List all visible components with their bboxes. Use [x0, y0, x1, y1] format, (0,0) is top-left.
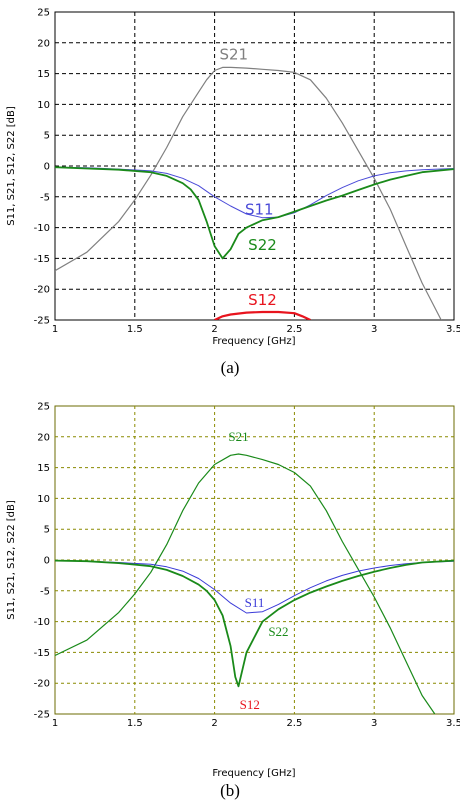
- series-s21-line-b: [55, 453, 436, 714]
- y-tick-label-a: -15: [34, 254, 50, 265]
- series-s22-label-b: S22: [268, 624, 288, 639]
- x-tick-label-b: 1.5: [127, 718, 143, 729]
- series-s12-line-a: [214, 310, 311, 320]
- y-tick-label-b: -15: [34, 648, 50, 659]
- chart-b: S11, S21, S12, S22 [dB] 1 1.5 2 2.5 3 3.5 25 20…: [6, 402, 460, 801]
- x-tick-label-b: 2.5: [286, 718, 302, 729]
- series-s21-label-a: S21: [219, 45, 248, 63]
- x-tick-label-a: 2.5: [286, 324, 302, 335]
- y-tick-label-b: 5: [44, 525, 50, 536]
- xlabel-a: Frequency [GHz]: [212, 336, 295, 347]
- x-tick-label-a: 1: [52, 324, 58, 335]
- y-tick-label-a: 20: [37, 38, 50, 49]
- series-s22-label-a: S22: [248, 236, 277, 254]
- series-s11-label-a: S11: [245, 201, 274, 219]
- ylabel-b: S11, S21, S12, S22 [dB]: [6, 500, 17, 620]
- x-tick-label-b: 3.5: [446, 718, 460, 729]
- x-tick-label-b: 3: [371, 718, 377, 729]
- y-tick-label-a: -10: [34, 223, 50, 234]
- y-tick-label-a: 10: [37, 100, 50, 111]
- y-tick-label-b: -10: [34, 617, 50, 628]
- series-s11-label-b: S11: [245, 595, 265, 610]
- series-s22-line-a: [55, 166, 454, 260]
- x-tick-label-a: 3: [371, 324, 377, 335]
- series-s22-line-b: [55, 559, 454, 688]
- x-tick-label-b: 1: [52, 718, 58, 729]
- caption-b: (b): [220, 781, 240, 800]
- x-tick-label-a: 3.5: [446, 324, 460, 335]
- plot-a: 1 1.5 2 2.5 3 3.5 25 20 15 10 5 0 -5 -10 -15 -20 -25 S21 S…: [34, 8, 460, 336]
- y-tick-label-b: 10: [37, 494, 50, 505]
- y-tick-label-b: -20: [34, 679, 50, 690]
- x-tick-label-a: 2: [211, 324, 217, 335]
- series-s11-line-b: [55, 560, 454, 614]
- caption-a: (a): [221, 358, 240, 377]
- xlabel-b: Frequency [GHz]: [212, 768, 295, 779]
- plot-b: 1 1.5 2 2.5 3 3.5 25 20 15 10 5 0 -5 -10 -15 -20 -25 S21 S…: [34, 402, 460, 730]
- x-tick-label-b: 2: [211, 718, 217, 729]
- y-tick-label-b: -25: [34, 710, 50, 721]
- series-s11-line-a: [55, 166, 454, 219]
- y-tick-label-a: 0: [44, 162, 50, 173]
- y-tick-label-a: -20: [34, 285, 50, 296]
- y-tick-label-b: -5: [40, 586, 50, 597]
- y-tick-label-a: -5: [40, 192, 50, 203]
- series-s12-label-b: S12: [240, 697, 260, 712]
- chart-a: S11, S21, S12, S22 [dB] 1 1.5 2 2.5 3 3.5 25 20…: [6, 8, 460, 378]
- x-tick-label-a: 1.5: [127, 324, 143, 335]
- series-s12-label-a: S12: [248, 291, 277, 309]
- ylabel-a: S11, S21, S12, S22 [dB]: [6, 106, 17, 226]
- y-tick-label-b: 20: [37, 432, 50, 443]
- y-tick-label-a: 15: [37, 69, 50, 80]
- y-tick-label-b: 25: [37, 402, 50, 413]
- y-tick-label-a: -25: [34, 316, 50, 327]
- series-s21-label-b: S21: [228, 429, 248, 444]
- series-s21-line-a: [55, 66, 442, 320]
- y-tick-label-b: 15: [37, 463, 50, 474]
- y-tick-label-b: 0: [44, 556, 50, 567]
- y-tick-label-a: 5: [44, 131, 50, 142]
- y-tick-label-a: 25: [37, 8, 50, 19]
